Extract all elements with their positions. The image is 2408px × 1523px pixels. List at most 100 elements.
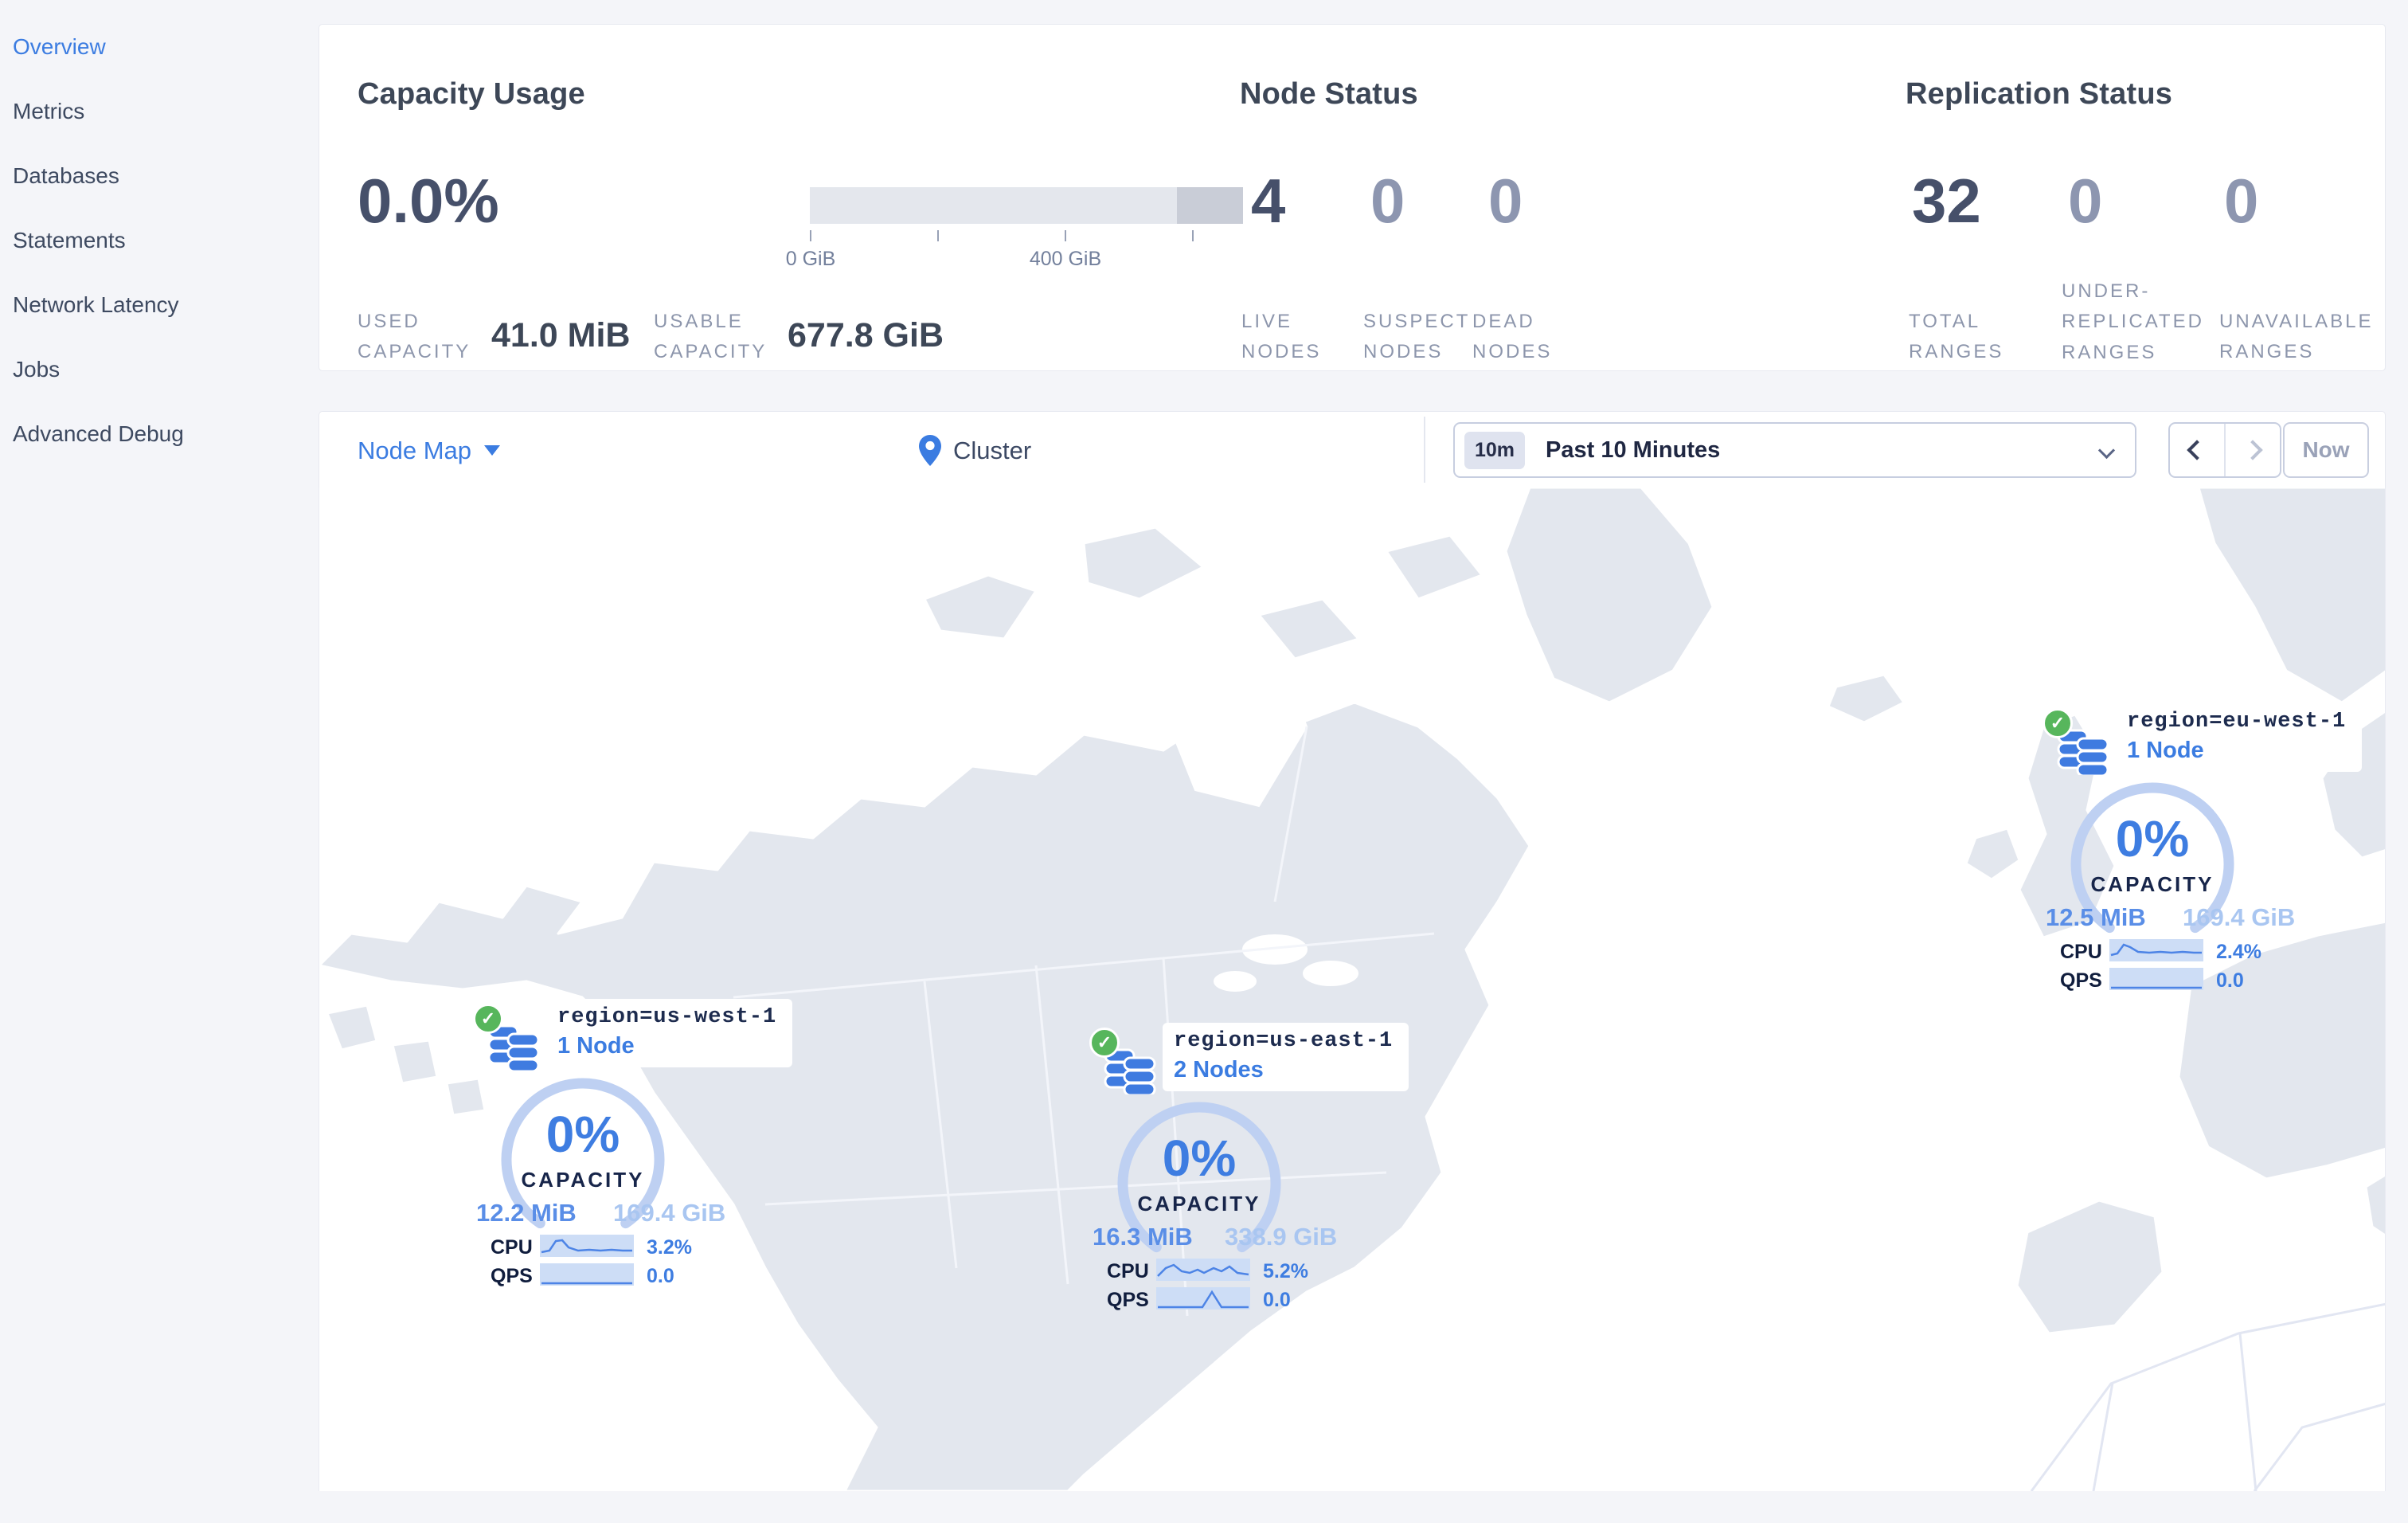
sidebar-item-advanced-debug[interactable]: Advanced Debug (13, 421, 184, 446)
map-pin-icon (919, 434, 941, 466)
capacity-gauge-percent: 0% (2115, 810, 2190, 867)
capacity-bar (810, 187, 1243, 224)
qps-row: QPS 0.0 (2033, 968, 2385, 992)
qps-label: QPS (1107, 1289, 1149, 1311)
cpu-value: 3.2% (647, 1236, 692, 1259)
capacity-gauge-percent: 0% (1162, 1130, 1237, 1187)
sidebar-item-overview[interactable]: Overview (13, 34, 106, 59)
time-range-label: Past 10 Minutes (1546, 437, 1721, 463)
cpu-label: CPU (1107, 1260, 1149, 1282)
usable-capacity-value: 677.8 GiB (788, 316, 944, 354)
region-marker-eu-west-1[interactable]: ✓ region=eu-west-1 1 Node 0% CAPACITY 12… (2033, 703, 2385, 1001)
capacity-bar-reserved-segment (1177, 187, 1243, 224)
total-ranges-value: 32 (1912, 166, 1981, 236)
view-mode-label: Node Map (358, 436, 472, 464)
qps-value: 0.0 (2216, 969, 2244, 992)
cpu-label: CPU (2060, 941, 2102, 963)
region-usable-capacity: 169.4 GiB (2183, 903, 2296, 931)
capacity-axis-tick (937, 230, 939, 241)
cpu-sparkline (540, 1235, 634, 1257)
unavailable-ranges-value: 0 (2224, 166, 2259, 236)
region-usable-capacity: 338.9 GiB (1225, 1223, 1338, 1251)
qps-sparkline (2109, 968, 2203, 990)
cpu-sparkline (1156, 1259, 1250, 1281)
breadcrumb[interactable]: Cluster (918, 412, 1031, 489)
capacity-gauge-percent: 0% (545, 1106, 620, 1163)
sidebar-item-jobs[interactable]: Jobs (13, 357, 61, 382)
suspect-nodes-value: 0 (1370, 166, 1405, 236)
chevron-right-icon (2242, 440, 2263, 460)
time-range-badge: 10m (1464, 431, 1526, 469)
cpu-row: CPU 2.4% (2033, 939, 2385, 963)
used-capacity-label: USED CAPACITY (358, 311, 471, 363)
dead-nodes-label: DEAD NODES (1472, 311, 1553, 363)
caret-down-icon (484, 445, 501, 456)
sidebar: Overview Metrics Databases Statements Ne… (0, 0, 317, 1523)
sidebar-item-metrics[interactable]: Metrics (13, 99, 85, 123)
live-nodes-value: 4 (1251, 166, 1286, 236)
node-map: ✓ region=us-west-1 1 Node 0% CAPACITY 12… (319, 487, 2386, 1491)
cpu-row: CPU 3.2% (463, 1235, 838, 1259)
capacity-gauge-arc (2070, 782, 2234, 934)
time-prev-button[interactable] (2170, 424, 2224, 476)
qps-row: QPS 0.0 (1080, 1287, 1454, 1311)
region-used-capacity: 16.3 MiB (1093, 1223, 1193, 1251)
time-range-select[interactable]: 10m Past 10 Minutes (1453, 422, 2136, 478)
region-marker-us-west-1[interactable]: ✓ region=us-west-1 1 Node 0% CAPACITY 12… (463, 999, 838, 1297)
cpu-row: CPU 5.2% (1080, 1259, 1454, 1282)
region-marker-us-east-1[interactable]: ✓ region=us-east-1 2 Nodes 0% CAPACITY 1… (1080, 1023, 1454, 1321)
capacity-axis-label-400: 400 GiB (1029, 248, 1102, 270)
view-mode-dropdown[interactable]: Node Map (358, 412, 501, 489)
sidebar-item-statements[interactable]: Statements (13, 228, 126, 253)
live-nodes-label: LIVE NODES (1241, 311, 1322, 363)
time-next-button[interactable] (2224, 424, 2280, 476)
capacity-axis-tick (1065, 230, 1066, 241)
sidebar-item-databases[interactable]: Databases (13, 163, 119, 188)
region-name: region=us-east-1 (1174, 1029, 1394, 1053)
node-status-title: Node Status (1240, 77, 1418, 111)
total-ranges-label: TOTAL RANGES (1909, 311, 2004, 363)
region-label-box: region=eu-west-1 1 Node (2116, 703, 2363, 772)
cpu-value: 2.4% (2216, 941, 2261, 963)
healthy-check-icon: ✓ (2042, 708, 2073, 738)
qps-value: 0.0 (647, 1265, 674, 1287)
toolbar-divider (1424, 417, 1425, 483)
unavailable-ranges-label: UNAVAILABLE RANGES (2219, 311, 2374, 363)
cpu-sparkline (2109, 939, 2203, 961)
region-name: region=us-west-1 (557, 1005, 777, 1029)
healthy-check-icon: ✓ (473, 1004, 503, 1034)
qps-label: QPS (2060, 969, 2102, 992)
capacity-gauge-label: CAPACITY (2090, 872, 2214, 896)
capacity-axis-label-0: 0 GiB (785, 248, 836, 270)
qps-sparkline (1156, 1287, 1250, 1310)
used-capacity-value: 41.0 MiB (491, 316, 631, 354)
capacity-axis-tick (1192, 230, 1194, 241)
under-replicated-value: 0 (2068, 166, 2103, 236)
capacity-gauge-arc (501, 1078, 665, 1229)
capacity-gauge-label: CAPACITY (1137, 1192, 1261, 1216)
cpu-value: 5.2% (1263, 1260, 1308, 1282)
map-toolbar: Node Map Cluster 10m Past 10 Minutes Now (319, 411, 2386, 488)
capacity-percent: 0.0% (358, 166, 499, 236)
region-node-count[interactable]: 2 Nodes (1174, 1057, 1264, 1083)
capacity-usage-title: Capacity Usage (358, 77, 585, 111)
usable-capacity-label: USABLE CAPACITY (654, 311, 768, 363)
healthy-check-icon: ✓ (1089, 1028, 1120, 1058)
region-node-count[interactable]: 1 Node (557, 1033, 635, 1059)
sidebar-item-network-latency[interactable]: Network Latency (13, 292, 179, 317)
chevron-down-icon (2097, 441, 2116, 460)
cpu-label: CPU (491, 1236, 533, 1259)
capacity-gauge-arc (1117, 1102, 1281, 1253)
under-replicated-label: UNDER-REPLICATED RANGES (2062, 280, 2204, 363)
now-button[interactable]: Now (2283, 422, 2369, 478)
replication-status-title: Replication Status (1906, 77, 2173, 111)
qps-value: 0.0 (1263, 1289, 1291, 1311)
chevron-left-icon (2187, 440, 2207, 460)
region-name: region=eu-west-1 (2127, 710, 2347, 734)
region-node-count[interactable]: 1 Node (2127, 738, 2204, 763)
region-used-capacity: 12.2 MiB (476, 1199, 577, 1227)
region-label-box: region=us-west-1 1 Node (546, 999, 793, 1067)
region-usable-capacity: 169.4 GiB (613, 1199, 726, 1227)
qps-sparkline (540, 1263, 634, 1286)
qps-label: QPS (491, 1265, 533, 1287)
